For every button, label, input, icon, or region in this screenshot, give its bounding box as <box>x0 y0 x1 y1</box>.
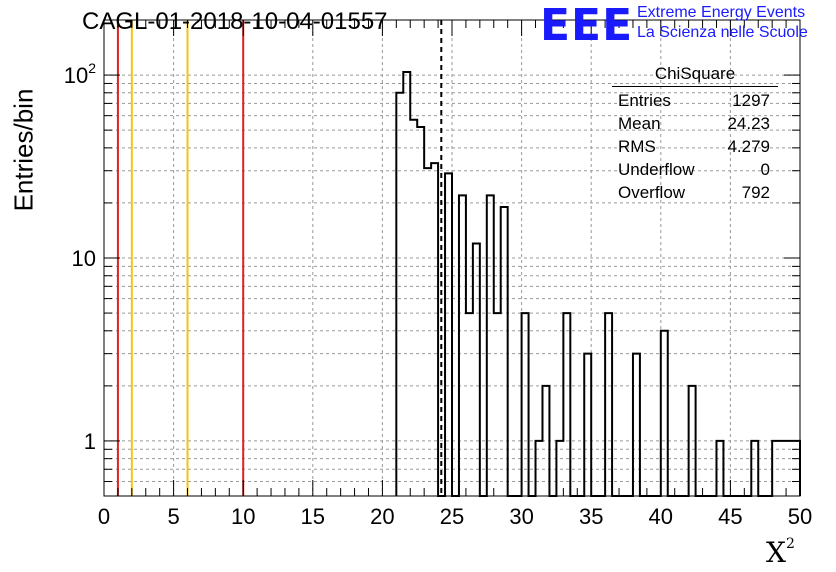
y-tick-label: 10 <box>72 246 96 271</box>
x-tick-label: 35 <box>579 504 603 529</box>
logo-text-line1: Extreme Energy Events <box>637 4 806 21</box>
histogram-bin <box>445 173 452 496</box>
histogram-bin <box>522 313 529 496</box>
x-tick-label: 10 <box>231 504 255 529</box>
histogram-bin <box>751 441 758 496</box>
chart-title: CAGL-01-2018-10-04-01557 <box>82 8 388 35</box>
x-axis-label: X2 <box>766 536 795 569</box>
stats-row-underflow: Underflow 0 <box>618 160 770 179</box>
stats-row-overflow: Overflow 792 <box>618 183 770 202</box>
histogram-bin <box>403 72 410 496</box>
y-tick-label: 102 <box>64 60 96 88</box>
eee-logo: EEE <box>540 0 634 51</box>
histogram-outline <box>395 70 801 497</box>
tick-labels: 0 5 10 15 20 25 30 35 40 45 50 1 10 102 <box>64 60 813 529</box>
histogram-bin <box>424 168 431 496</box>
stats-box: ChiSquare Entries 1297 Mean 24.23 RMS 4.279… <box>612 64 778 204</box>
x-tick-label: 30 <box>509 504 533 529</box>
logo-text-line2: La Scienza nelle Scuole <box>637 24 808 41</box>
histogram-bin <box>459 195 466 496</box>
x-tick-label: 25 <box>440 504 464 529</box>
histogram-bars <box>395 70 801 497</box>
x-tick-label: 5 <box>167 504 179 529</box>
histogram-bin <box>779 441 786 496</box>
histogram-bin <box>633 354 640 496</box>
histogram-bin <box>466 313 473 496</box>
histogram-bin <box>786 441 793 496</box>
stats-row-entries: Entries 1297 <box>618 91 770 110</box>
histogram-bin <box>410 120 417 496</box>
histogram-bin <box>536 441 543 496</box>
histogram-bin <box>487 195 494 496</box>
histogram-bin <box>501 207 508 496</box>
x-tick-label: 20 <box>370 504 394 529</box>
histogram-bin <box>396 93 403 496</box>
histogram-bin <box>716 441 723 496</box>
histogram-bin <box>473 244 480 496</box>
histogram-bin <box>772 441 779 496</box>
axis-ticks <box>103 20 801 496</box>
histogram-bin <box>689 386 696 496</box>
histogram-bin <box>605 313 612 496</box>
stats-row-mean: Mean 24.23 <box>618 114 770 133</box>
histogram-bin <box>563 313 570 496</box>
histogram-bin <box>556 441 563 496</box>
histogram-bin <box>542 386 549 496</box>
histogram-bin <box>431 163 438 496</box>
y-axis-label: Entries/bin <box>8 88 39 212</box>
x-tick-label: 15 <box>301 504 325 529</box>
stats-row-rms: RMS 4.279 <box>618 137 770 156</box>
y-tick-label: 1 <box>84 429 96 454</box>
x-tick-label: 45 <box>718 504 742 529</box>
histogram-bin <box>584 354 591 496</box>
x-tick-label: 0 <box>98 504 110 529</box>
stats-title: ChiSquare <box>612 64 778 87</box>
histogram-bin <box>661 331 668 496</box>
x-tick-label: 40 <box>649 504 673 529</box>
histogram-bin <box>494 313 501 496</box>
histogram-bin <box>417 127 424 496</box>
x-tick-label: 50 <box>788 504 812 529</box>
